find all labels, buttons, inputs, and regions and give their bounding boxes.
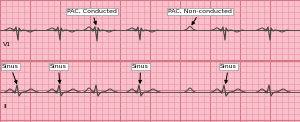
Text: PAC, Conducted: PAC, Conducted [67, 9, 117, 24]
Text: Sinus: Sinus [132, 64, 149, 83]
Text: Sinus: Sinus [50, 64, 67, 83]
Text: Sinus: Sinus [2, 64, 19, 83]
Text: II: II [3, 105, 7, 110]
Text: PAC, Non-conducted: PAC, Non-conducted [168, 9, 232, 25]
Text: Sinus: Sinus [220, 64, 237, 83]
Text: V1: V1 [3, 41, 11, 46]
